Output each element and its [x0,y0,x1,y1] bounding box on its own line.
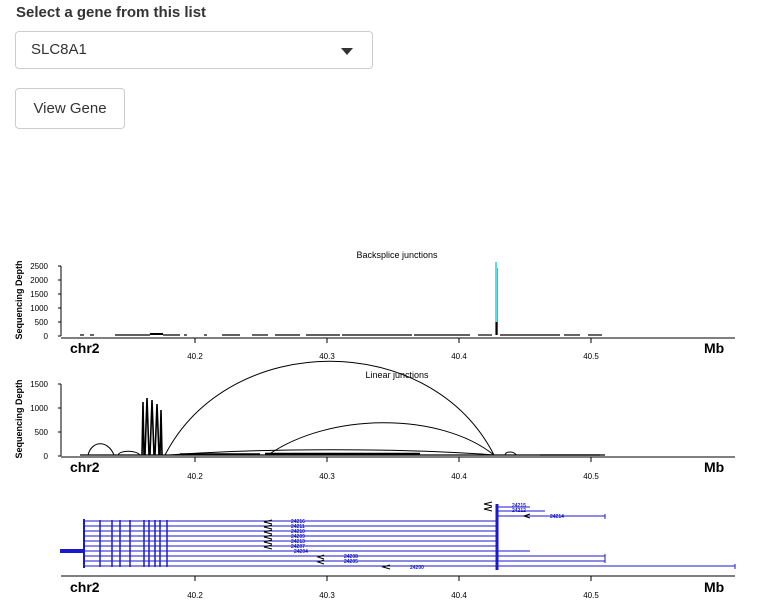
backsplice-coverage [80,333,602,336]
transcript-track [60,504,736,570]
transcript-id: 24207 [291,544,305,550]
junction-arc [169,449,495,456]
backsplice-x-tick-marks [194,338,592,343]
backsplice-title: Backsplice junctions [356,250,438,260]
linear-title: Linear junctions [365,370,429,380]
transcript-x-tick-marks [194,576,592,581]
linear-junction-arcs [87,360,517,456]
transcript-x-ticks: 40.2 40.3 40.4 40.5 [187,591,599,600]
transcript-id-labels: 24216 24211 24210 24209 24213 24207 2420… [291,503,564,571]
x-tick-label: 40.4 [451,352,467,361]
backsplice-ytick-label: 2500 [30,262,48,271]
transcript-id: 24211 [291,524,305,530]
backsplice-ytick-label: 1000 [30,304,48,313]
view-gene-button[interactable]: View Gene [15,88,125,129]
linear-x-tick-marks [194,457,592,462]
gene-select-label: Select a gene from this list [16,4,207,21]
start-arrow-icon [483,506,493,512]
backsplice-ylabel: Sequencing Depth [14,260,24,339]
transcript-id: 24215 [512,503,526,509]
transcript-id: 24209 [291,534,305,540]
junction-arc [504,451,517,456]
x-tick-label: 40.5 [583,352,599,361]
backsplice-x-ticks: 40.2 40.3 40.4 40.5 [187,352,599,361]
backsplice-chromosome-label: chr2 [70,340,100,356]
x-tick-label: 40.3 [319,352,335,361]
start-arrow-icon [263,529,273,535]
x-tick-label: 40.5 [583,472,599,481]
x-tick-label: 40.2 [187,591,203,600]
linear-ylabel: Sequencing Depth [14,379,24,458]
start-arrow-icon [381,564,391,570]
start-arrow-icon [263,544,273,550]
linear-unit-label: Mb [704,459,724,475]
backsplice-ytick-label: 0 [44,332,49,341]
transcript-id: 24200 [410,565,424,571]
start-arrow-icon [316,554,325,560]
junction-arc [267,422,495,456]
gene-select[interactable]: SLC8A1 [15,31,373,69]
transcript-start-arrows [263,501,531,570]
linear-x-ticks: 40.2 40.3 40.4 40.5 [187,472,599,481]
transcript-id: 24210 [291,529,305,535]
backsplice-peak [495,262,498,335]
junction-arc [117,450,141,456]
transcript-id: 24212 [512,508,526,514]
x-tick-label: 40.4 [451,472,467,481]
backsplice-ytick-label: 2000 [30,276,48,285]
x-tick-label: 40.2 [187,472,203,481]
junction-spikes [141,397,163,456]
transcript-id: 24205 [344,559,358,565]
transcript-id: 24204 [294,549,308,555]
exon-columns [99,520,168,567]
linear-y-ticks: 0 500 1000 1500 [30,380,61,461]
x-tick-label: 40.4 [451,591,467,600]
linear-ytick-label: 500 [35,428,49,437]
start-arrow-icon [522,513,531,519]
transcript-unit-label: Mb [704,579,724,595]
x-tick-label: 40.3 [319,472,335,481]
transcript-chromosome-label: chr2 [70,579,100,595]
start-arrow-icon [263,539,273,545]
backsplice-unit-label: Mb [704,340,724,356]
backsplice-y-ticks: 0 500 1000 1500 2000 2500 [30,262,61,341]
x-tick-label: 40.5 [583,591,599,600]
start-arrow-icon [316,559,325,565]
backsplice-ytick-label: 500 [35,318,49,327]
linear-chromosome-label: chr2 [70,459,100,475]
x-tick-label: 40.2 [187,352,203,361]
linear-ytick-label: 0 [44,452,49,461]
junction-arc [164,360,495,456]
transcript-id: 24216 [291,519,305,525]
transcript-id: 24214 [550,514,564,520]
transcript-id: 24213 [291,539,305,545]
start-arrow-icon [263,524,273,530]
junction-arc [87,443,115,456]
start-arrow-icon [263,519,273,525]
linear-coverage [80,452,605,456]
x-tick-label: 40.3 [319,591,335,600]
transcript-id: 24208 [344,554,358,560]
chevron-down-icon[interactable] [341,48,353,55]
linear-ytick-label: 1500 [30,380,48,389]
start-arrow-icon [483,501,493,507]
linear-ytick-label: 1000 [30,404,48,413]
backsplice-ytick-label: 1500 [30,290,48,299]
selected-gene-value: SLC8A1 [31,41,87,58]
start-arrow-icon [263,534,273,540]
